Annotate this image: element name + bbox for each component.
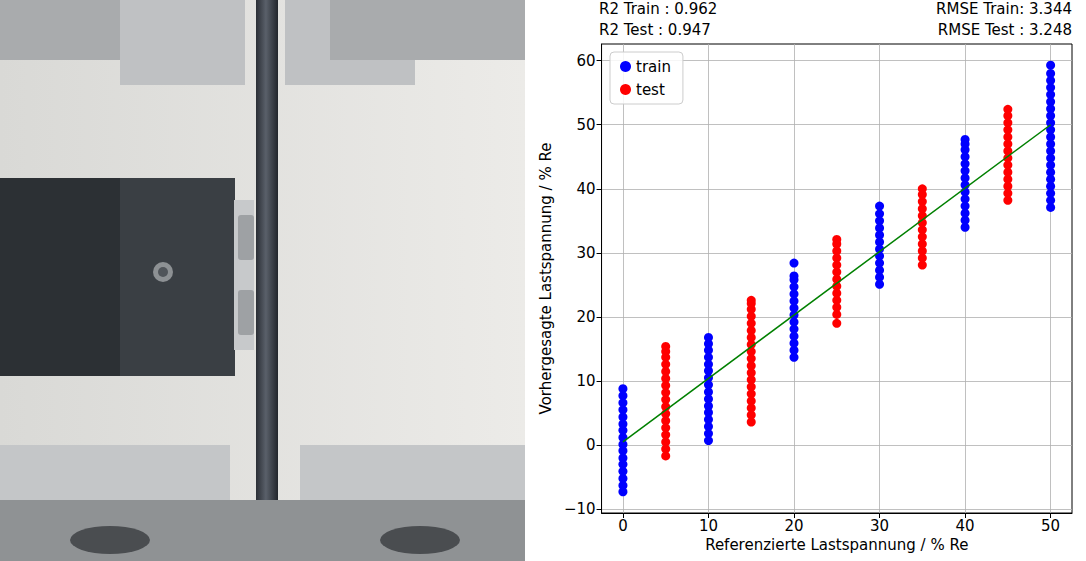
svg-text:R2 Test : 0.947: R2 Test : 0.947 xyxy=(599,21,711,39)
svg-text:10: 10 xyxy=(699,517,718,535)
svg-text:10: 10 xyxy=(576,372,595,390)
svg-text:train: train xyxy=(636,58,671,76)
svg-text:test: test xyxy=(636,81,665,99)
svg-text:−10: −10 xyxy=(564,500,596,518)
svg-text:30: 30 xyxy=(576,244,595,262)
svg-text:40: 40 xyxy=(956,517,975,535)
svg-text:20: 20 xyxy=(576,308,595,326)
svg-text:0: 0 xyxy=(586,436,596,454)
svg-text:Vorhergesagte Lastspannung / %: Vorhergesagte Lastspannung / % Re xyxy=(537,143,555,415)
svg-text:20: 20 xyxy=(784,517,803,535)
svg-text:Referenzierte Lastspannung / %: Referenzierte Lastspannung / % Re xyxy=(705,536,968,554)
svg-text:60: 60 xyxy=(576,52,595,70)
svg-text:50: 50 xyxy=(576,116,595,134)
svg-text:R2 Train : 0.962: R2 Train : 0.962 xyxy=(599,0,717,18)
svg-text:30: 30 xyxy=(870,517,889,535)
svg-text:RMSE Test : 3.248: RMSE Test : 3.248 xyxy=(938,21,1072,39)
svg-text:RMSE Train: 3.344: RMSE Train: 3.344 xyxy=(936,0,1072,18)
svg-text:50: 50 xyxy=(1041,517,1060,535)
svg-text:40: 40 xyxy=(576,180,595,198)
svg-text:0: 0 xyxy=(618,517,628,535)
